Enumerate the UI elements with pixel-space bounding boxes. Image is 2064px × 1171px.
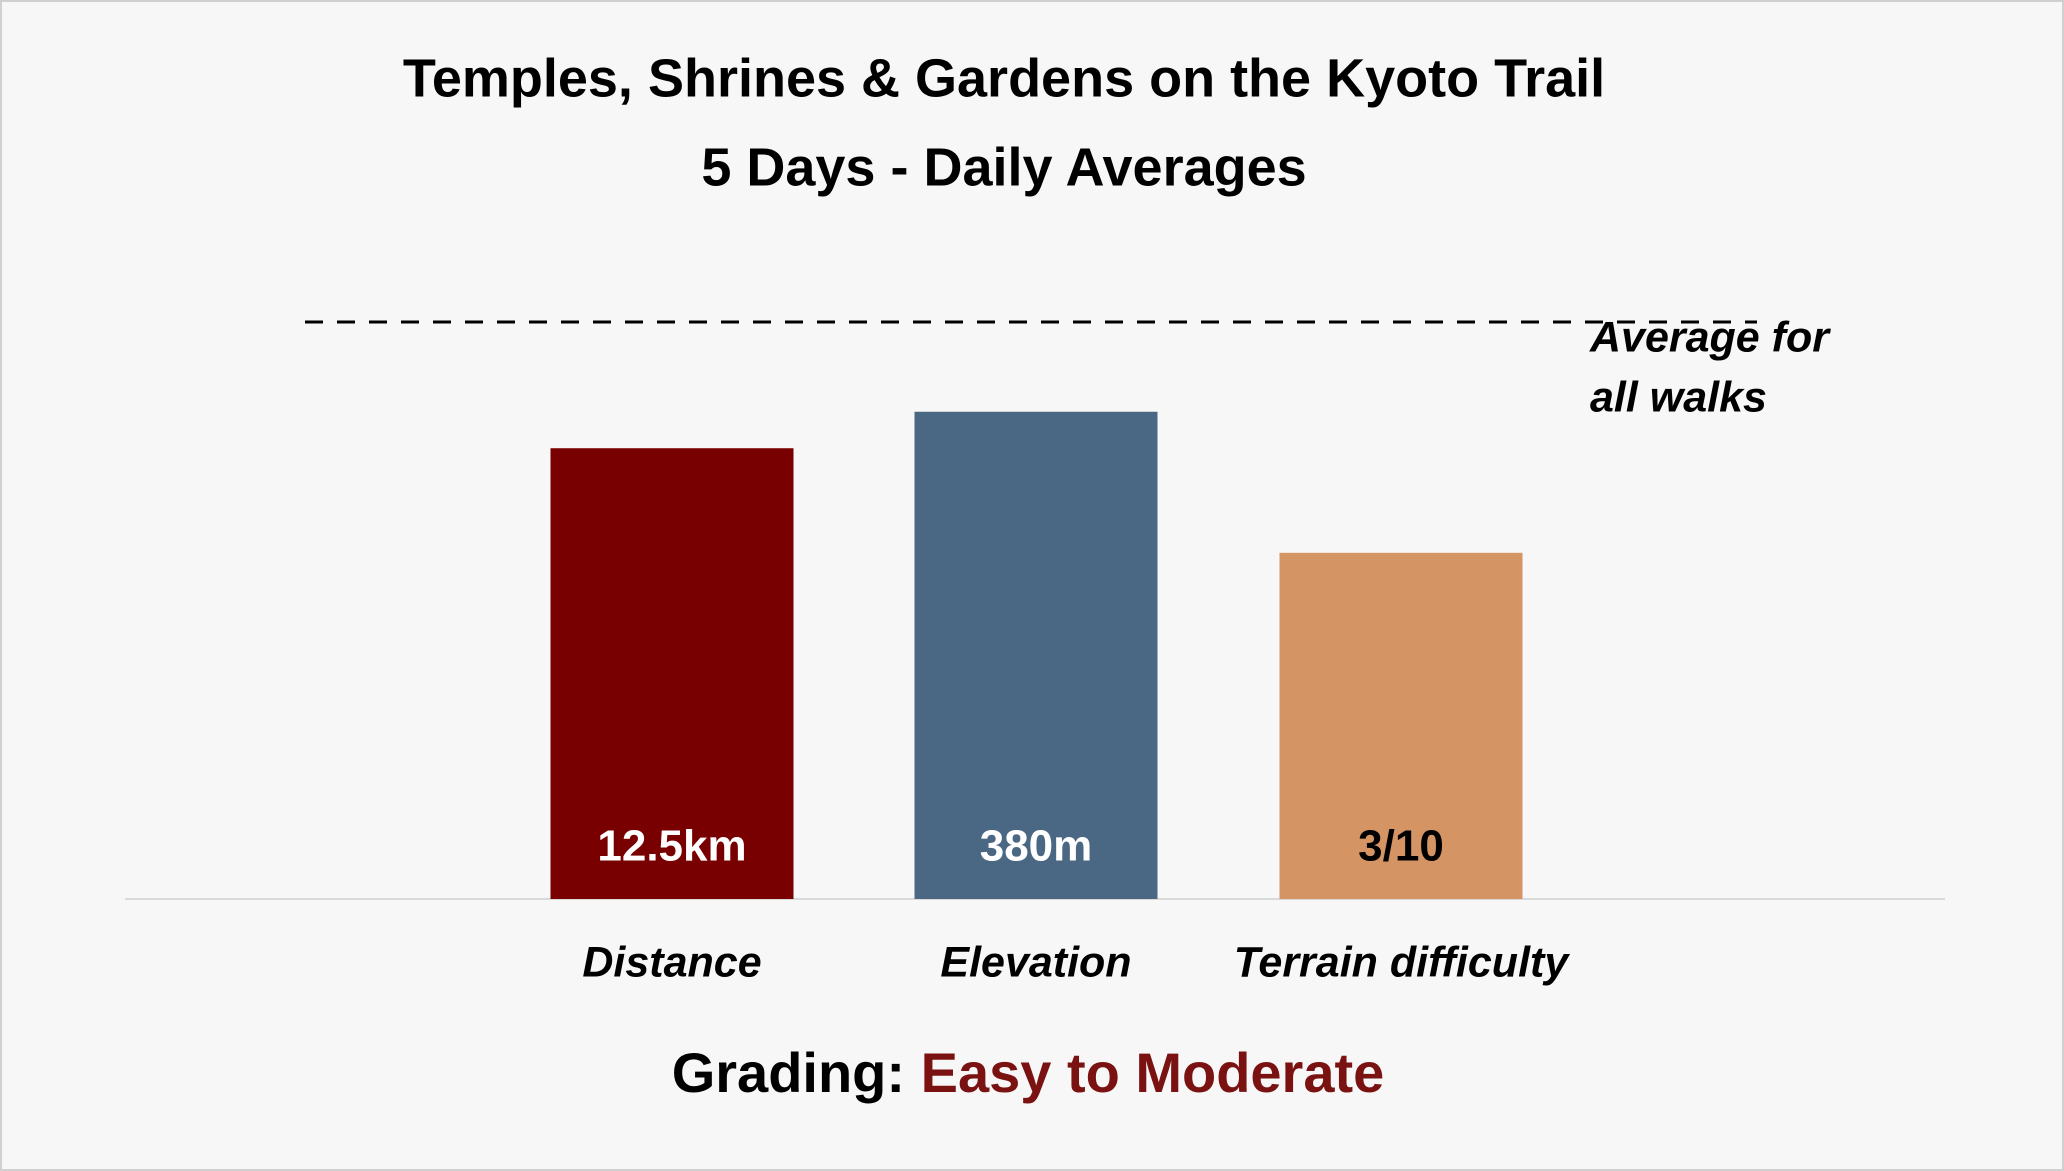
x-tick-label: Terrain difficulty <box>1234 938 1571 986</box>
grading-label: Grading: <box>672 1041 905 1104</box>
grading-value: Easy to Moderate <box>921 1041 1385 1104</box>
chart-subtitle: 5 Days - Daily Averages <box>701 137 1306 197</box>
average-label: Average for <box>1589 313 1831 361</box>
average-label: all walks <box>1590 373 1767 421</box>
x-tick-label: Distance <box>582 938 761 986</box>
value-label: 380m <box>980 822 1093 871</box>
chart-title: Temples, Shrines & Gardens on the Kyoto … <box>403 48 1605 108</box>
bar <box>1279 552 1523 899</box>
grading: Grading: Easy to Moderate <box>672 1041 1385 1104</box>
bar <box>914 411 1158 899</box>
x-tick-label: Elevation <box>940 938 1131 986</box>
value-label: 12.5km <box>597 822 746 871</box>
value-label: 3/10 <box>1358 822 1444 871</box>
bar <box>550 448 794 899</box>
